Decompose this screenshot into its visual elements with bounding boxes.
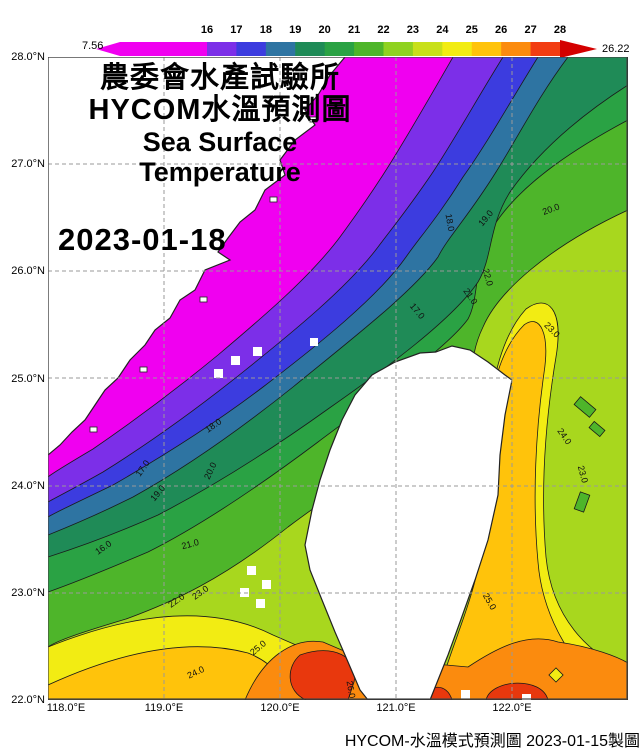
svg-text:22.0: 22.0 bbox=[481, 267, 495, 287]
yellow-patch bbox=[548, 667, 564, 683]
colorbar-tick: 20 bbox=[318, 24, 331, 36]
colorbar-tick: 24 bbox=[436, 24, 449, 36]
lon-label: 122.0°E bbox=[492, 702, 532, 714]
colorbar-tick: 16 bbox=[200, 24, 214, 36]
sst-contour-map: 18.0 19.0 20.021.022.017.018.017.019.020.0… bbox=[47, 56, 629, 701]
lat-label: 23.0°N bbox=[11, 586, 45, 599]
colorbar-tick: 18 bbox=[259, 24, 272, 36]
lat-label: 27.0°N bbox=[11, 158, 45, 171]
svg-text:21.0: 21.0 bbox=[180, 537, 200, 551]
degree-gridlines bbox=[48, 57, 628, 700]
lat-label: 26.0°N bbox=[11, 265, 45, 278]
title-line-product: HYCOM水溫預測圖 bbox=[88, 94, 352, 127]
lon-label: 120.0°E bbox=[260, 702, 300, 714]
colorbar-min-label: 7.56 bbox=[82, 40, 104, 52]
lat-label: 28.0°N bbox=[11, 51, 45, 63]
colorbar-tick: 19 bbox=[289, 24, 302, 36]
svg-text:23.0: 23.0 bbox=[576, 464, 590, 484]
colorbar-tick: 28 bbox=[553, 24, 567, 36]
green-patch-2 bbox=[588, 420, 606, 438]
lat-label: 25.0°N bbox=[11, 372, 45, 385]
title-line-en2: Temperature bbox=[139, 157, 301, 188]
title-block: 農委會水產試驗所 HYCOM水溫預測圖 Sea Surface Temperat… bbox=[55, 62, 385, 187]
bottom-caption: HYCOM-水溫模式預測圖 2023-01-15製圖 bbox=[344, 733, 640, 750]
map-border bbox=[47, 56, 628, 700]
green-patch-1 bbox=[573, 396, 597, 418]
colorbar-tick: 25 bbox=[465, 24, 478, 36]
svg-text:26.0: 26.0 bbox=[345, 680, 358, 699]
coastal-islets bbox=[89, 116, 318, 433]
title-line-en1: Sea Surface bbox=[142, 126, 298, 157]
warm-blob-sw bbox=[289, 650, 356, 701]
china-coast-landmass bbox=[47, 56, 347, 457]
colorbar-legend: 16 17 18 19 20 21 22 23 24 25 26 27 28 7.56 26.22 bbox=[0, 0, 643, 57]
forecast-date: 2023-01-18 bbox=[58, 222, 227, 257]
colorbar-tick: 17 bbox=[230, 24, 243, 36]
colorbar-left-arrow bbox=[96, 42, 120, 56]
sst-map: 18.0 19.0 20.0 21.0 22.0 17.0 18.0 17.0 19.0 20.0… bbox=[47, 56, 629, 701]
title-line-agency: 農委會水產試驗所 bbox=[99, 62, 340, 94]
colorbar-right-arrow bbox=[560, 40, 597, 57]
lon-label: 118.0°E bbox=[46, 702, 86, 714]
lon-label: 119.0°E bbox=[144, 702, 184, 714]
svg-text:18.0: 18.0 bbox=[444, 213, 457, 232]
colorbar-tick: 27 bbox=[524, 24, 537, 36]
lat-label: 22.0°N bbox=[11, 694, 45, 707]
lon-label: 121.0°E bbox=[376, 702, 416, 714]
colorbar-graphic bbox=[96, 40, 597, 57]
colorbar-max-label: 26.22 bbox=[602, 43, 630, 55]
green-patch-3 bbox=[573, 491, 591, 513]
colorbar-tick: 22 bbox=[377, 24, 390, 36]
colorbar-tick: 21 bbox=[347, 24, 361, 36]
lat-label: 24.0°N bbox=[11, 479, 45, 492]
colorbar-tick: 23 bbox=[406, 24, 420, 36]
colorbar-tick: 26 bbox=[495, 24, 508, 36]
